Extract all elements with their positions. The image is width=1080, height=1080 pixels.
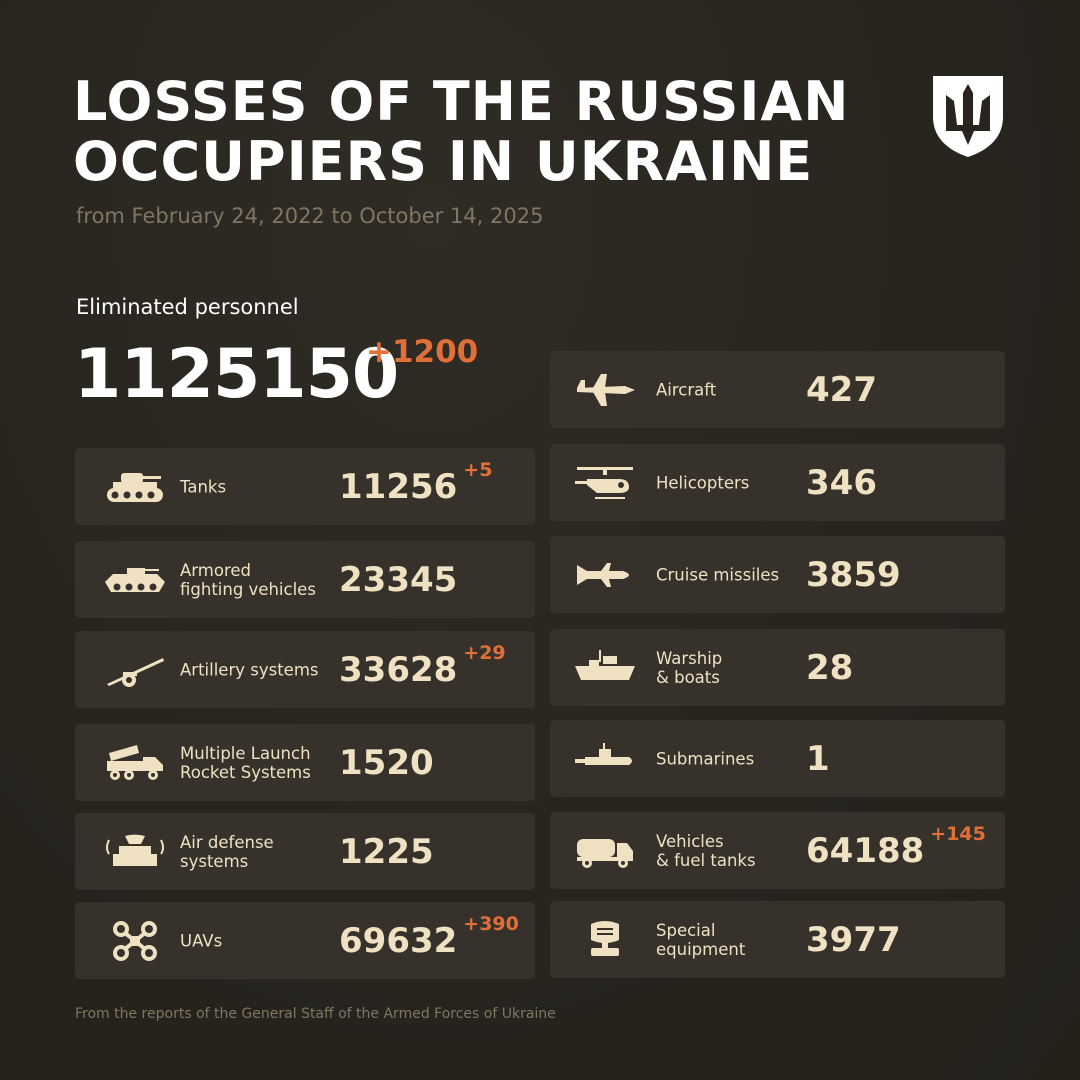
stat-delta: +145 (930, 822, 986, 845)
stat-label: Helicopters (656, 473, 749, 492)
stat-value: 11256 +5 (339, 459, 492, 507)
stat-label-line: Armored (180, 560, 251, 580)
stat-number: 1520 (339, 742, 434, 783)
stat-label: Aircraft (656, 380, 716, 399)
stat-number: 1 (806, 738, 830, 779)
stat-card-armored-vehicle: Armored fighting vehicles 23345 (75, 541, 535, 618)
stat-label-line: Vehicles (656, 831, 724, 851)
stat-label-line: Warship (656, 648, 723, 668)
stat-value: 23345 (339, 560, 457, 600)
personnel-value: 1125150 (74, 335, 399, 414)
stat-label: Armored fighting vehicles (180, 561, 316, 599)
stat-label-line: equipment (656, 939, 746, 959)
mlrs-icon (107, 744, 163, 780)
helicopter-icon (575, 466, 633, 499)
stat-label-line: & boats (656, 667, 720, 687)
armored-vehicle-icon (105, 567, 165, 592)
stat-number: 1225 (339, 831, 434, 872)
page-title: LOSSES OF THE RUSSIAN OCCUPIERS IN UKRAIN… (73, 72, 850, 192)
stat-label-line: Submarines (656, 749, 755, 768)
title-line-2: OCCUPIERS IN UKRAINE (73, 130, 814, 193)
stat-card-missile: Cruise missiles 3859 (550, 536, 1005, 613)
artillery-icon (107, 657, 164, 687)
stat-label: Special equipment (656, 921, 745, 959)
stat-number: 3977 (806, 919, 901, 960)
stat-label-line: Tanks (180, 477, 227, 496)
stat-value: 1 (806, 739, 830, 779)
stat-label: Multiple Launch Rocket Systems (180, 744, 311, 782)
stat-card-truck: Vehicles & fuel tanks 64188 +145 (550, 812, 1005, 889)
stat-label: Vehicles & fuel tanks (656, 832, 756, 870)
stat-delta: +5 (463, 458, 493, 481)
stat-number: 11256 (339, 466, 458, 507)
stat-card-artillery: Artillery systems 33628 +29 (75, 631, 535, 708)
stat-value: 3859 (806, 555, 901, 595)
stat-delta: +29 (463, 641, 506, 664)
stat-label: Artillery systems (180, 660, 319, 679)
warship-icon (575, 649, 635, 680)
stat-card-mlrs: Multiple Launch Rocket Systems 1520 (75, 724, 535, 801)
stat-card-air-defense: Air defense systems 1225 (75, 813, 535, 890)
stat-label-line: & fuel tanks (656, 850, 756, 870)
air-defense-icon (106, 834, 164, 866)
stat-value: 3977 (806, 920, 901, 960)
stat-number: 346 (806, 462, 877, 503)
stat-number: 33628 (339, 649, 458, 690)
stat-label-line: systems (180, 851, 249, 871)
submarine-icon (575, 742, 632, 765)
stat-label-line: Rocket Systems (180, 762, 311, 782)
stat-value: 33628 +29 (339, 642, 506, 690)
date-range: from February 24, 2022 to October 14, 20… (76, 204, 544, 228)
stat-label-line: Aircraft (656, 380, 717, 399)
stat-number: 3859 (806, 554, 901, 595)
stat-label: Tanks (180, 477, 226, 496)
stat-card-aircraft: Aircraft 427 (550, 351, 1005, 428)
stat-value: 1520 (339, 743, 434, 783)
stat-card-submarine: Submarines 1 (550, 720, 1005, 797)
stat-delta: +390 (463, 912, 519, 935)
stat-label-line: Artillery systems (180, 660, 319, 679)
truck-icon (577, 838, 633, 868)
personnel-delta: +1200 (366, 334, 479, 370)
special-equipment-icon (591, 920, 619, 956)
stat-label: Cruise missiles (656, 565, 779, 584)
stat-number: 23345 (339, 559, 458, 600)
stat-label: UAVs (180, 931, 222, 950)
personnel-label: Eliminated personnel (76, 295, 299, 319)
stat-card-helicopter: Helicopters 346 (550, 444, 1005, 521)
stat-number: 427 (806, 369, 877, 410)
stat-label: Warship & boats (656, 649, 722, 687)
stat-label-line: Special (656, 920, 716, 940)
stat-card-special-equipment: Special equipment 3977 (550, 901, 1005, 978)
stat-card-drone: UAVs 69632 +390 (75, 902, 535, 979)
stat-label: Air defense systems (180, 833, 274, 871)
stat-number: 69632 (339, 920, 458, 961)
trident-shield-icon (933, 76, 1003, 157)
stat-card-tank: Tanks 11256 +5 (75, 448, 535, 525)
stat-label-line: UAVs (180, 931, 223, 950)
aircraft-icon (577, 373, 635, 406)
title-line-1: LOSSES OF THE RUSSIAN (73, 70, 850, 133)
stat-value: 427 (806, 370, 877, 410)
stat-value: 1225 (339, 832, 434, 872)
stat-value: 64188 +145 (806, 823, 986, 871)
drone-icon (113, 920, 157, 961)
tank-icon (107, 472, 163, 502)
stat-label-line: Helicopters (656, 473, 750, 492)
stat-label-line: Air defense (180, 832, 274, 852)
stat-label-line: Cruise missiles (656, 565, 780, 584)
stat-value: 69632 +390 (339, 913, 519, 961)
stat-number: 28 (806, 647, 854, 688)
missile-icon (577, 562, 629, 587)
stat-label-line: Multiple Launch (180, 743, 311, 763)
stat-number: 64188 (806, 830, 925, 871)
stat-label: Submarines (656, 749, 754, 768)
footer-source: From the reports of the General Staff of… (75, 1006, 556, 1022)
stat-value: 28 (806, 648, 853, 688)
stat-label-line: fighting vehicles (180, 579, 316, 599)
stat-card-warship: Warship & boats 28 (550, 629, 1005, 706)
stat-value: 346 (806, 463, 877, 503)
